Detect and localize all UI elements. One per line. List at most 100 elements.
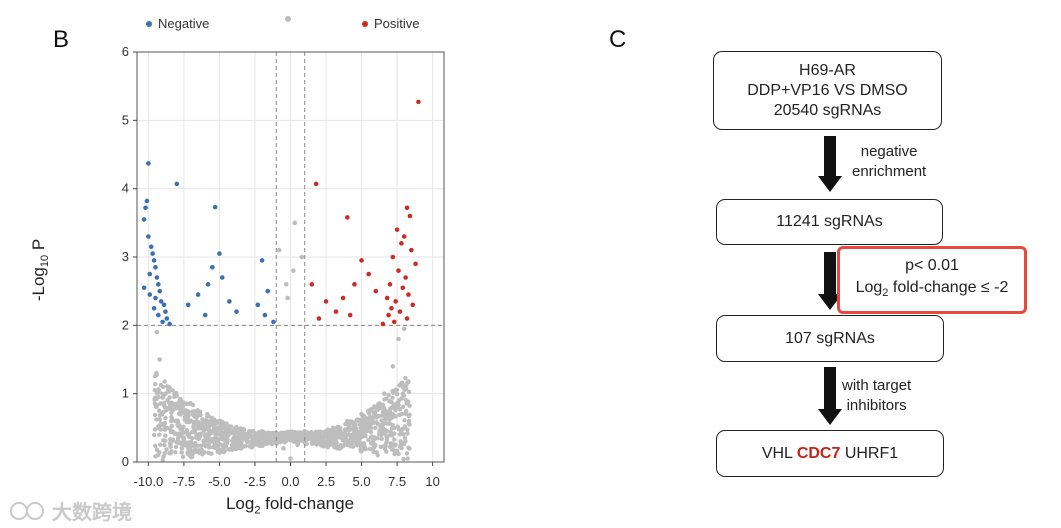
neutral-point — [234, 445, 240, 451]
box1-line2: DDP+VP16 VS DMSO — [747, 81, 908, 99]
panel-label-b: B — [53, 26, 70, 53]
neutral-point — [173, 450, 178, 455]
neutral-point — [173, 444, 179, 450]
neutral-point — [169, 423, 175, 429]
neutral-point — [226, 427, 231, 433]
neutral-point — [181, 430, 186, 435]
negative-point — [174, 181, 180, 187]
neutral-point — [376, 431, 382, 437]
neutral-point — [406, 389, 412, 395]
positive-point — [380, 321, 386, 327]
negative-point — [212, 204, 218, 210]
neutral-point — [220, 420, 225, 425]
neutral-point — [243, 443, 248, 449]
threshold-layer — [137, 52, 444, 462]
neutral-point — [233, 438, 238, 443]
positive-point — [416, 99, 421, 105]
neutral-point — [203, 437, 208, 442]
neutral-point — [401, 456, 406, 462]
neutral-point — [162, 442, 167, 448]
negative-point — [219, 275, 225, 280]
flow-arrow-1 — [818, 136, 842, 192]
neutral-point — [375, 452, 380, 458]
negative-point — [146, 234, 151, 239]
panel-label-c: C — [609, 26, 627, 53]
neutral-point — [387, 399, 392, 404]
neutral-point — [176, 424, 181, 429]
positive-point — [397, 309, 403, 314]
negative-point — [210, 264, 215, 270]
negative-point — [185, 302, 191, 308]
neutral-point — [221, 437, 226, 442]
neutral-point — [313, 432, 318, 437]
neutral-point — [165, 397, 170, 403]
not-significant-point — [390, 364, 396, 369]
neutral-point — [158, 427, 164, 432]
neutral-point — [186, 440, 191, 445]
not-significant-point — [276, 247, 282, 253]
not-significant-point — [154, 329, 160, 335]
filter-criteria-box: p< 0.01 Log2 fold-change ≤ -2 — [837, 246, 1027, 314]
neutral-point — [384, 440, 389, 446]
neutral-point — [326, 434, 331, 439]
neutral-point — [374, 420, 379, 425]
neutral-point — [193, 447, 198, 452]
legend-positive: Positive — [362, 16, 420, 31]
positive-point — [393, 299, 398, 304]
neutral-point — [168, 444, 173, 450]
positive-point — [386, 312, 391, 318]
negative-point — [217, 251, 222, 256]
negative-point — [156, 312, 161, 318]
neutral-point — [397, 407, 403, 412]
negative-point — [161, 302, 167, 308]
neutral-point — [192, 429, 198, 435]
not-significant-point — [273, 432, 279, 437]
negative-point — [234, 309, 239, 314]
neutral-point — [239, 440, 244, 446]
neutral-point — [403, 409, 409, 414]
neutral-point — [200, 451, 205, 457]
neutral-point — [269, 441, 275, 447]
neutral-point — [256, 440, 261, 445]
neutral-point — [187, 432, 192, 437]
positive-point — [394, 227, 400, 232]
neutral-point — [167, 388, 172, 394]
negative-point — [163, 309, 168, 314]
neutral-point — [192, 409, 198, 414]
not-significant-point — [285, 295, 290, 301]
neutral-point — [377, 422, 383, 428]
not-significant-point — [299, 254, 305, 260]
neutral-point — [176, 432, 182, 437]
negative-point — [151, 305, 157, 311]
neutral-point — [361, 440, 367, 446]
neutral-point — [198, 412, 203, 418]
neutral-point — [381, 429, 386, 434]
neutral-point — [297, 434, 303, 440]
neutral-point — [152, 412, 158, 418]
neutral-point — [192, 441, 198, 446]
flow-box-result: VHL CDC7 UHRF1 — [716, 430, 944, 477]
neutral-point — [376, 401, 381, 407]
neutral-point — [390, 433, 395, 438]
neutral-point — [399, 440, 404, 445]
neutral-point — [154, 417, 159, 422]
neutral-point — [162, 400, 167, 406]
neutral-point — [189, 449, 194, 455]
filter-fold-change: Log2 fold-change ≤ -2 — [855, 279, 1009, 300]
positive-point — [389, 305, 394, 311]
neutral-point — [322, 441, 327, 446]
not-significant-point — [401, 326, 407, 332]
not-significant-point — [217, 425, 222, 431]
negative-point — [141, 285, 147, 291]
neutral-point — [388, 406, 393, 411]
negative-point — [160, 319, 165, 325]
positive-point — [384, 295, 390, 301]
neutral-point — [221, 432, 227, 438]
neutral-point — [163, 433, 168, 438]
box1-line3: 20540 sgRNAs — [773, 101, 882, 119]
negative-point — [259, 258, 265, 263]
not-significant-point — [188, 418, 194, 424]
neutral-point — [308, 431, 313, 437]
arrow1-note: negative enrichment — [852, 143, 927, 180]
